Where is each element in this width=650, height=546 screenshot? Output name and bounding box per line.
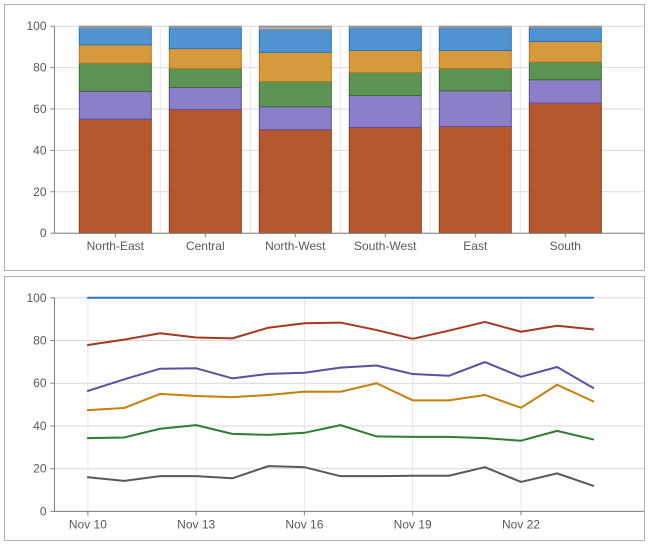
svg-text:North-West: North-West [265,239,326,253]
svg-text:0: 0 [40,226,47,240]
svg-text:20: 20 [33,462,47,476]
svg-text:100: 100 [26,291,46,305]
svg-text:60: 60 [33,376,47,390]
svg-text:South: South [550,239,581,253]
svg-text:0: 0 [40,504,47,518]
svg-text:North-East: North-East [87,239,145,253]
svg-text:20: 20 [33,185,47,199]
svg-text:Nov 22: Nov 22 [502,517,540,531]
svg-text:Central: Central [186,239,225,253]
svg-text:100: 100 [26,19,46,33]
svg-text:40: 40 [33,419,47,433]
svg-text:40: 40 [33,143,47,157]
svg-text:80: 80 [33,61,47,75]
svg-text:Nov 16: Nov 16 [285,517,323,531]
svg-text:80: 80 [33,334,47,348]
svg-text:Nov 19: Nov 19 [394,517,432,531]
svg-text:60: 60 [33,102,47,116]
svg-text:Nov 10: Nov 10 [69,517,107,531]
svg-text:East: East [463,239,488,253]
svg-text:South-West: South-West [354,239,417,253]
svg-text:Nov 13: Nov 13 [177,517,215,531]
